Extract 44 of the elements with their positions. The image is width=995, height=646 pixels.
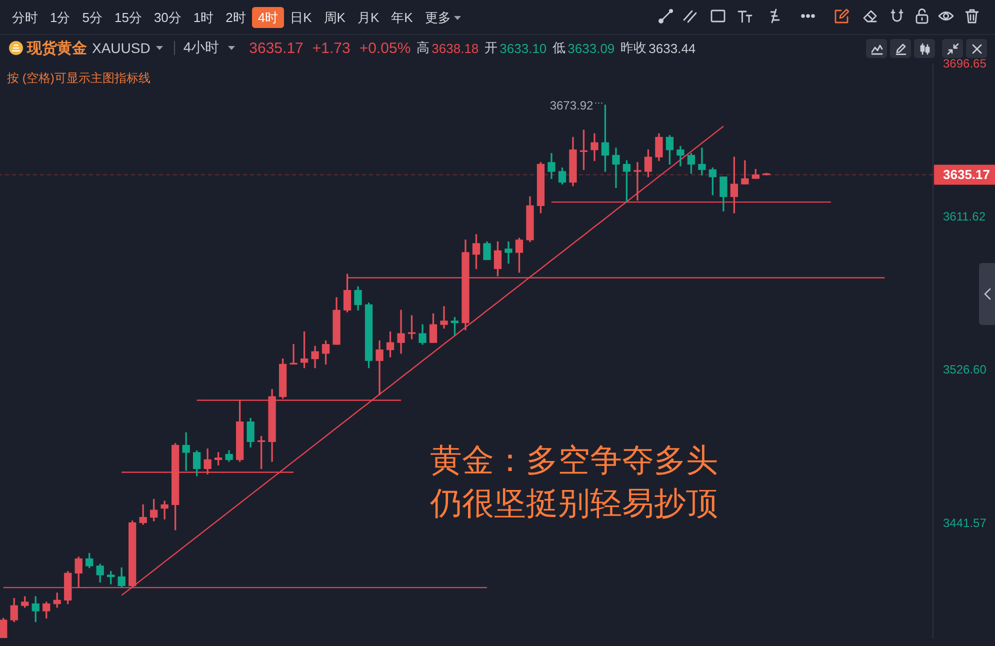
candlestick: [698, 148, 706, 176]
candlestick: [182, 432, 190, 471]
text: 4小时: [183, 39, 220, 57]
text: 开: [484, 39, 498, 57]
text: 3635.17: [249, 40, 304, 56]
annotation: 按 (空格)可显示主图指标线: [7, 70, 150, 87]
candlestick: [376, 340, 384, 396]
text: 日K: [289, 9, 313, 27]
text: 现货黄金: [27, 38, 87, 58]
text: 2时: [224, 9, 247, 27]
text: 周K: [322, 9, 346, 27]
text: 月K: [356, 9, 380, 27]
text: 3633.10: [500, 40, 547, 56]
text: 1分: [49, 9, 72, 27]
y-tick-label: 3696.65: [943, 56, 987, 70]
y-tick-label: 3441.57: [943, 516, 987, 530]
text: +0.05%: [359, 40, 411, 56]
text: 分时: [11, 9, 39, 27]
text: 5分: [81, 9, 104, 27]
text: 3638.18: [432, 40, 479, 56]
text: 4时: [252, 7, 284, 28]
text: 3633.44: [648, 40, 696, 56]
text: 15分: [113, 9, 143, 27]
text: 高: [416, 39, 430, 57]
candlestick: [612, 148, 620, 188]
candlestick: [397, 310, 405, 354]
y-tick-label: 3526.60: [943, 362, 987, 377]
text: +1.73: [312, 40, 350, 56]
text: 更多: [424, 9, 452, 27]
text: 30分: [152, 9, 182, 27]
text: 1时: [192, 9, 215, 27]
candlestick: [504, 241, 512, 264]
annotation: 3673.92: [550, 98, 594, 112]
y-tick-label: 3611.62: [943, 209, 986, 224]
candlestick: [741, 160, 749, 184]
text: 昨收: [620, 39, 647, 57]
ref-line-label: 3635.17: [943, 166, 990, 182]
candlestick: [440, 306, 448, 328]
candlestick: [290, 344, 298, 365]
text: 年K: [390, 9, 414, 27]
text: 3633.09: [568, 40, 615, 56]
text: 低: [552, 39, 566, 57]
annotation: 黄金：多空争夺多头仍很坚挺别轻易抄顶: [430, 441, 719, 523]
text: XAUUSD: [92, 40, 150, 56]
